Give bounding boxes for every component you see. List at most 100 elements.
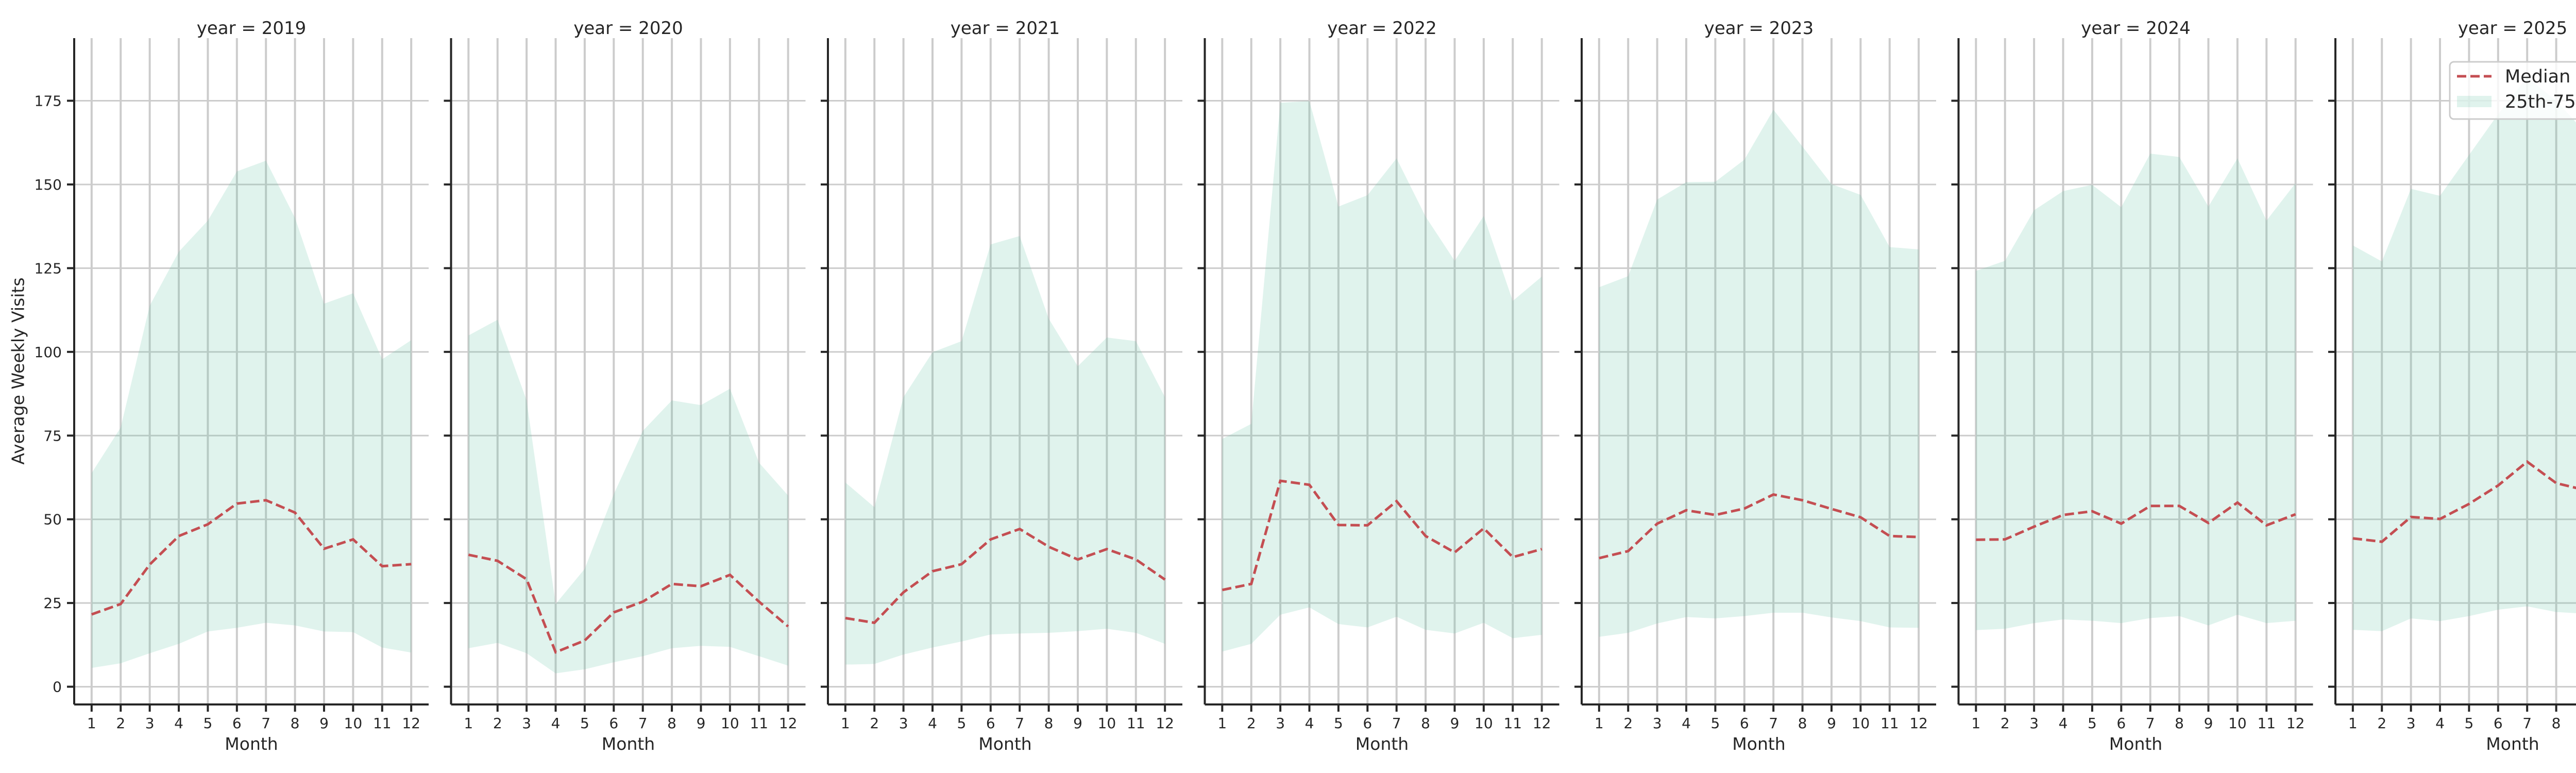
x-axis-label: Month xyxy=(225,734,278,754)
x-tick-label: 10 xyxy=(344,715,363,732)
x-tick-label: 7 xyxy=(2146,715,2155,732)
x-tick-label: 9 xyxy=(1827,715,1836,732)
x-tick-label: 6 xyxy=(609,715,618,732)
x-tick-label: 10 xyxy=(2228,715,2247,732)
x-tick-label: 4 xyxy=(1305,715,1314,732)
x-tick-label: 5 xyxy=(203,715,212,732)
x-tick-label: 9 xyxy=(1450,715,1460,732)
x-tick-label: 4 xyxy=(928,715,937,732)
x-tick-label: 10 xyxy=(1852,715,1870,732)
x-tick-label: 8 xyxy=(1421,715,1430,732)
x-tick-label: 4 xyxy=(2435,715,2445,732)
x-tick-label: 6 xyxy=(2494,715,2503,732)
y-tick-label: 100 xyxy=(35,344,62,361)
x-tick-label: 11 xyxy=(1503,715,1522,732)
x-tick-label: 5 xyxy=(957,715,966,732)
x-tick-label: 11 xyxy=(1127,715,1145,732)
x-tick-label: 2 xyxy=(1247,715,1256,732)
x-tick-label: 2 xyxy=(116,715,125,732)
x-tick-label: 4 xyxy=(174,715,183,732)
median-line xyxy=(845,527,1166,625)
y-tick-label: 75 xyxy=(43,427,62,444)
x-tick-label: 2 xyxy=(1623,715,1633,732)
facet-title: year = 2019 xyxy=(197,18,306,39)
x-tick-label: 1 xyxy=(2348,715,2358,732)
median-line xyxy=(1976,501,2296,541)
x-tick-label: 8 xyxy=(291,715,300,732)
x-tick-label: 7 xyxy=(638,715,648,732)
x-tick-label: 9 xyxy=(1073,715,1082,732)
x-tick-label: 12 xyxy=(1156,715,1174,732)
y-tick-label: 125 xyxy=(35,260,62,277)
facet-title: year = 2020 xyxy=(573,18,683,39)
percentile-band xyxy=(1976,154,2296,630)
y-tick-label: 50 xyxy=(43,511,62,528)
x-tick-label: 3 xyxy=(145,715,155,732)
x-tick-label: 2 xyxy=(2377,715,2386,732)
x-tick-label: 8 xyxy=(1798,715,1807,732)
y-tick-label: 150 xyxy=(35,176,62,193)
x-tick-label: 6 xyxy=(232,715,242,732)
facet-title: year = 2022 xyxy=(1327,18,1436,39)
x-axis-label: Month xyxy=(1732,734,1785,754)
x-tick-label: 3 xyxy=(1276,715,1285,732)
x-tick-label: 7 xyxy=(261,715,270,732)
y-tick-label: 0 xyxy=(53,679,62,696)
x-tick-label: 4 xyxy=(551,715,561,732)
x-tick-label: 1 xyxy=(464,715,473,732)
x-tick-label: 9 xyxy=(2204,715,2213,732)
x-tick-label: 4 xyxy=(1682,715,1691,732)
x-tick-label: 3 xyxy=(522,715,531,732)
x-tick-label: 3 xyxy=(1653,715,1662,732)
x-tick-label: 2 xyxy=(493,715,502,732)
median-line xyxy=(91,499,412,616)
facet-title: year = 2024 xyxy=(2081,18,2190,39)
percentile-band xyxy=(845,236,1165,665)
y-tick-label: 25 xyxy=(43,595,62,612)
x-tick-label: 1 xyxy=(87,715,96,732)
x-tick-label: 9 xyxy=(697,715,706,732)
x-axis-label: Month xyxy=(1355,734,1409,754)
x-tick-label: 6 xyxy=(1363,715,1372,732)
y-axis-label: Average Weekly Visits xyxy=(8,277,28,464)
x-tick-label: 12 xyxy=(779,715,798,732)
legend: Median 25th-75th Percentile xyxy=(2449,61,2576,120)
x-tick-label: 11 xyxy=(2257,715,2276,732)
x-axis-label: Month xyxy=(978,734,1031,754)
x-tick-label: 7 xyxy=(1015,715,1024,732)
median-line xyxy=(1222,479,1543,592)
median-line xyxy=(1599,493,1919,560)
x-tick-label: 7 xyxy=(1769,715,1778,732)
legend-band-swatch xyxy=(2457,96,2492,107)
x-tick-label: 1 xyxy=(1595,715,1604,732)
x-tick-label: 8 xyxy=(2552,715,2561,732)
x-tick-label: 5 xyxy=(1710,715,1720,732)
x-tick-label: 6 xyxy=(986,715,995,732)
y-tick-label: 175 xyxy=(35,93,62,110)
median-line xyxy=(468,553,789,654)
x-tick-label: 11 xyxy=(1880,715,1899,732)
x-tick-label: 4 xyxy=(2059,715,2068,732)
x-tick-label: 5 xyxy=(2464,715,2473,732)
x-tick-label: 1 xyxy=(1971,715,1980,732)
percentile-band xyxy=(91,160,412,668)
x-tick-label: 5 xyxy=(580,715,589,732)
facet-title: year = 2025 xyxy=(2458,18,2567,39)
legend-label-band: 25th-75th Percentile xyxy=(2505,92,2576,112)
facet-title: year = 2023 xyxy=(1704,18,1814,39)
legend-label-median: Median xyxy=(2505,66,2570,87)
x-tick-label: 3 xyxy=(899,715,908,732)
x-tick-label: 9 xyxy=(319,715,329,732)
x-tick-label: 10 xyxy=(721,715,739,732)
x-tick-label: 6 xyxy=(2116,715,2126,732)
x-tick-label: 1 xyxy=(841,715,850,732)
percentile-band xyxy=(1599,110,1919,637)
x-tick-label: 12 xyxy=(402,715,420,732)
x-tick-label: 5 xyxy=(1334,715,1343,732)
